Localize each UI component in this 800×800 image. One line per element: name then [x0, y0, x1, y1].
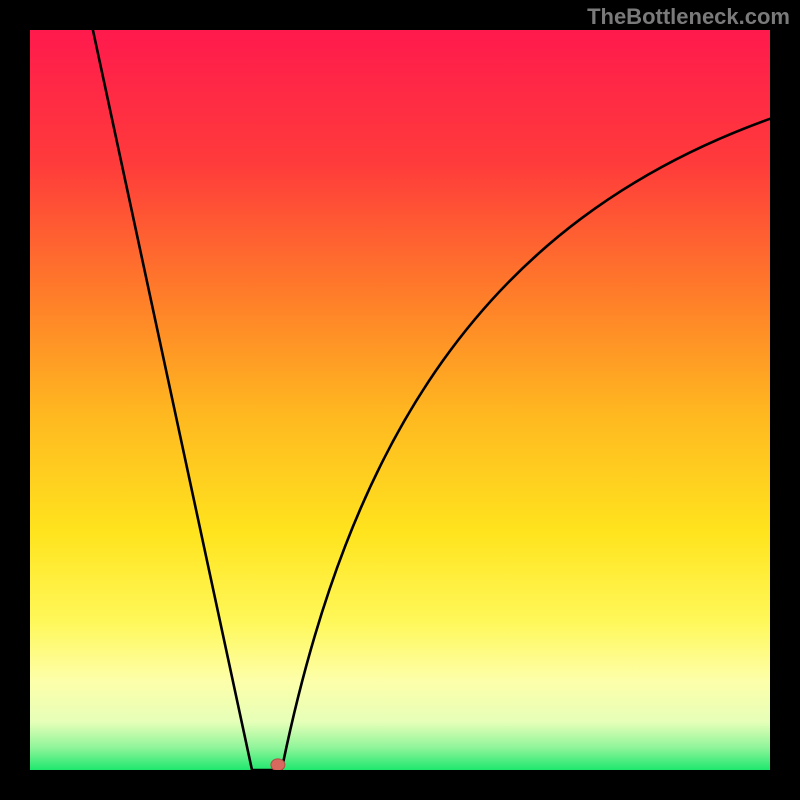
attribution-watermark: TheBottleneck.com	[587, 4, 790, 30]
chart-stage: TheBottleneck.com	[0, 0, 800, 800]
bottleneck-chart-svg	[0, 0, 800, 800]
plot-gradient-background	[30, 30, 770, 770]
current-config-marker	[271, 759, 285, 771]
